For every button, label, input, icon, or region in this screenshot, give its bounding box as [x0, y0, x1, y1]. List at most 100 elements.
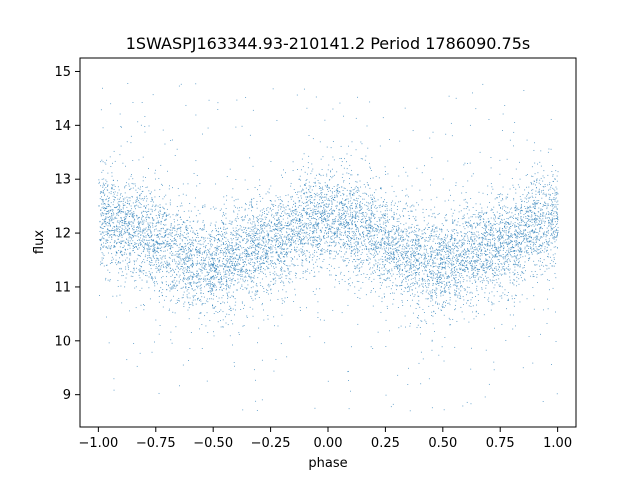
data-point: [216, 271, 217, 273]
data-point: [215, 306, 217, 308]
data-point: [216, 254, 218, 256]
data-point: [400, 253, 402, 255]
data-point: [546, 265, 548, 267]
data-point: [272, 272, 274, 274]
data-point: [418, 280, 420, 281]
data-point: [507, 268, 509, 270]
data-point: [293, 228, 295, 230]
data-point: [112, 204, 114, 206]
data-point: [231, 247, 233, 249]
data-point: [525, 217, 527, 219]
data-point: [138, 230, 140, 232]
data-point: [265, 241, 267, 243]
data-point: [149, 224, 151, 226]
data-point: [409, 206, 411, 208]
data-point: [359, 180, 361, 182]
data-point: [170, 229, 172, 231]
data-point: [339, 209, 341, 211]
data-point: [185, 255, 187, 257]
data-point: [549, 223, 551, 224]
data-point: [240, 309, 242, 310]
data-point: [333, 267, 335, 269]
data-point: [343, 194, 344, 196]
data-point: [288, 208, 290, 210]
data-point: [414, 234, 416, 235]
data-point: [420, 292, 422, 294]
data-point: [412, 293, 413, 295]
data-point: [500, 263, 502, 264]
data-point: [303, 238, 305, 239]
data-point: [551, 214, 553, 216]
data-point: [368, 278, 370, 280]
data-point: [320, 230, 322, 232]
data-point: [161, 265, 163, 267]
data-point: [291, 236, 293, 238]
data-point: [263, 262, 265, 264]
data-point: [452, 257, 454, 259]
data-point: [548, 244, 550, 246]
data-point: [185, 257, 187, 259]
data-point: [283, 270, 285, 272]
data-point: [532, 276, 534, 278]
data-point: [209, 241, 211, 243]
data-point: [478, 217, 480, 219]
data-point: [158, 177, 160, 179]
data-point: [187, 269, 188, 271]
data-point: [464, 248, 466, 250]
data-point: [481, 287, 483, 289]
data-point: [101, 223, 103, 225]
data-point: [326, 184, 328, 186]
data-point: [375, 246, 377, 248]
data-point: [197, 282, 199, 283]
data-point: [387, 238, 389, 240]
data-point: [193, 282, 195, 284]
data-point: [172, 214, 174, 216]
data-point: [206, 254, 208, 256]
data-point: [554, 241, 556, 243]
data-point: [471, 274, 473, 275]
data-point: [277, 206, 279, 208]
data-point: [193, 263, 194, 265]
data-point: [267, 235, 269, 237]
data-point: [148, 237, 150, 238]
data-point: [277, 298, 279, 300]
data-point: [313, 251, 315, 253]
data-point: [272, 208, 274, 210]
data-point: [189, 221, 191, 223]
data-point: [132, 213, 134, 215]
data-point: [415, 243, 416, 245]
data-point: [455, 224, 457, 226]
data-point: [247, 214, 248, 216]
data-point: [207, 250, 209, 252]
data-point: [365, 235, 367, 237]
data-point: [124, 218, 125, 220]
data-point: [140, 266, 142, 268]
data-point: [108, 342, 110, 344]
data-point: [165, 245, 167, 247]
data-point: [124, 204, 126, 206]
data-point: [145, 210, 147, 212]
data-point: [299, 218, 301, 220]
data-point: [113, 230, 115, 231]
data-point: [199, 328, 200, 330]
data-point: [524, 225, 526, 227]
data-point: [141, 191, 143, 193]
data-point: [218, 260, 220, 262]
data-point: [402, 256, 404, 258]
data-point: [228, 266, 230, 268]
data-point: [154, 290, 156, 292]
data-point: [227, 296, 229, 298]
data-point: [498, 264, 500, 266]
data-point: [266, 223, 268, 225]
data-point: [440, 253, 442, 255]
data-point: [370, 227, 372, 229]
data-point: [349, 277, 351, 279]
data-point: [264, 222, 266, 224]
data-point: [543, 242, 545, 244]
data-point: [120, 268, 122, 270]
data-point: [300, 220, 302, 222]
data-point: [223, 264, 225, 266]
data-point: [314, 209, 316, 211]
data-point: [484, 243, 485, 245]
data-point: [409, 232, 411, 234]
